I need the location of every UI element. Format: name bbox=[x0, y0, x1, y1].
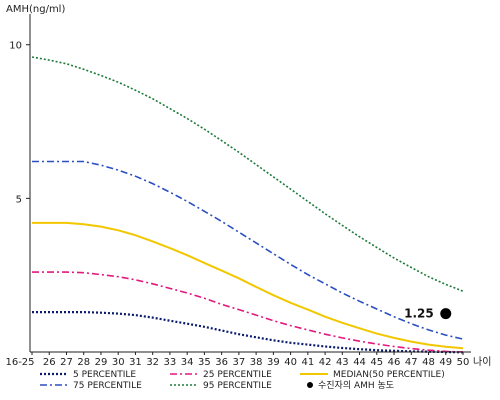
x-tick-label: 33 bbox=[164, 357, 177, 368]
x-tick-label: 48 bbox=[422, 357, 435, 368]
y-tick-label: 10 bbox=[9, 41, 22, 52]
x-tick-label: 45 bbox=[370, 357, 383, 368]
x-tick-label: 40 bbox=[284, 357, 297, 368]
x-tick-label: 27 bbox=[60, 357, 73, 368]
x-tick-label: 37 bbox=[233, 357, 246, 368]
legend-label-1: 25 PERCENTILE bbox=[203, 370, 272, 380]
legend-label-2: MEDIAN(50 PERCENTILE) bbox=[333, 370, 445, 380]
legend-label-0: 5 PERCENTILE bbox=[73, 370, 136, 380]
y-tick-label: 5 bbox=[16, 194, 22, 205]
legend: 5 PERCENTILE 25 PERCENTILE MEDIAN(50 PERCE… bbox=[40, 370, 445, 391]
x-tick-label: 39 bbox=[267, 357, 280, 368]
x-tick-label: 36 bbox=[215, 357, 228, 368]
legend-point-label: 수진자의 AMH 농도 bbox=[318, 380, 394, 391]
x-tick-label: 38 bbox=[250, 357, 263, 368]
x-tick-label: 47 bbox=[405, 357, 418, 368]
x-tick-label: 31 bbox=[129, 357, 142, 368]
x-tick-label: 42 bbox=[319, 357, 332, 368]
x-tick-label: 32 bbox=[146, 357, 159, 368]
x-tick-label: 28 bbox=[77, 357, 90, 368]
patient-amh-value: 1.25 bbox=[404, 307, 434, 321]
x-tick-label: 50 bbox=[457, 357, 470, 368]
series-line-0 bbox=[32, 311, 464, 354]
series-line-2 bbox=[32, 221, 464, 350]
x-tick-label: 30 bbox=[112, 357, 125, 368]
legend-label-4: 95 PERCENTILE bbox=[203, 381, 272, 391]
legend-point-marker bbox=[307, 382, 313, 388]
axes: 5 10 16-25 26 27 28 29 30 31 32 33 34 35 36 37 38 39 40 41… bbox=[5, 4, 491, 368]
x-tick-label: 43 bbox=[336, 357, 349, 368]
patient-amh-point bbox=[440, 308, 452, 320]
series-line-4 bbox=[31, 56, 464, 292]
x-tick-label: 34 bbox=[181, 357, 194, 368]
x-tick-label: 46 bbox=[388, 357, 401, 368]
x-tick-label: 29 bbox=[95, 357, 108, 368]
x-axis-title: 나이 bbox=[473, 356, 491, 368]
x-tick-label: 44 bbox=[353, 357, 366, 368]
x-tick-label: 35 bbox=[198, 357, 211, 368]
x-tick-label: 26 bbox=[43, 357, 56, 368]
legend-label-3: 75 PERCENTILE bbox=[73, 381, 142, 391]
series-line-1 bbox=[32, 271, 464, 353]
y-axis-title: AMH(ng/ml) bbox=[6, 4, 65, 15]
x-tick-label: 16-25 bbox=[5, 357, 34, 368]
series-lines bbox=[31, 56, 464, 354]
annotation: 1.25 bbox=[404, 307, 452, 321]
x-tick-label: 41 bbox=[301, 357, 314, 368]
x-tick-label: 49 bbox=[439, 357, 452, 368]
